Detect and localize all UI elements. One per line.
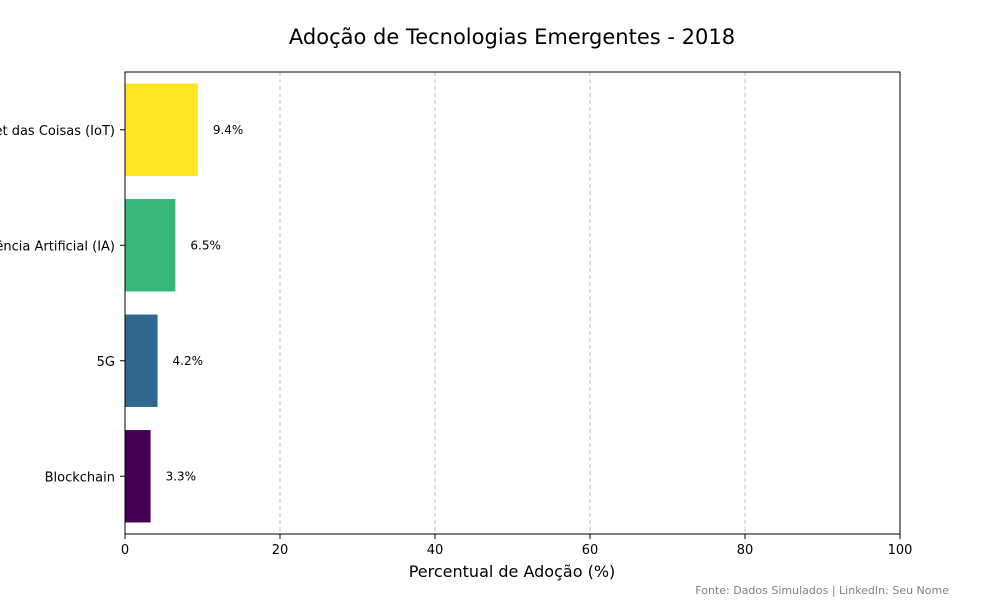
data-label: 9.4% bbox=[213, 123, 244, 137]
bar bbox=[125, 199, 176, 292]
x-axis-label: Percentual de Adoção (%) bbox=[409, 562, 616, 581]
x-tick-label: 80 bbox=[737, 543, 754, 558]
x-axis-ticks: 0 20 40 60 80 100 bbox=[121, 534, 913, 558]
data-label: 3.3% bbox=[166, 469, 197, 483]
bar bbox=[125, 83, 198, 176]
bar bbox=[125, 314, 158, 407]
grid-lines bbox=[279, 72, 746, 534]
y-tick-label: Internet das Coisas (IoT) bbox=[0, 124, 115, 139]
chart-title: Adoção de Tecnologias Emergentes - 2018 bbox=[289, 25, 735, 49]
x-tick-label: 60 bbox=[582, 543, 599, 558]
y-tick-label: Inteligência Artificial (IA) bbox=[0, 239, 115, 254]
x-tick-label: 20 bbox=[272, 543, 289, 558]
data-label: 4.2% bbox=[173, 354, 204, 368]
x-tick-label: 100 bbox=[888, 543, 913, 558]
y-tick-label: 5G bbox=[97, 355, 115, 370]
x-tick-label: 0 bbox=[121, 543, 129, 558]
data-labels: 3.3% 4.2% 6.5% 9.4% bbox=[166, 123, 244, 484]
plot-frame bbox=[124, 71, 901, 535]
y-tick-label: Blockchain bbox=[45, 470, 115, 485]
data-label: 6.5% bbox=[190, 238, 221, 252]
bar bbox=[125, 430, 151, 523]
bars bbox=[125, 83, 198, 523]
source-note: Fonte: Dados Simulados | LinkedIn: Seu N… bbox=[695, 584, 949, 597]
y-axis-ticks: Blockchain 5G Inteligência Artificial (IA)… bbox=[0, 124, 125, 485]
x-tick-label: 40 bbox=[427, 543, 444, 558]
